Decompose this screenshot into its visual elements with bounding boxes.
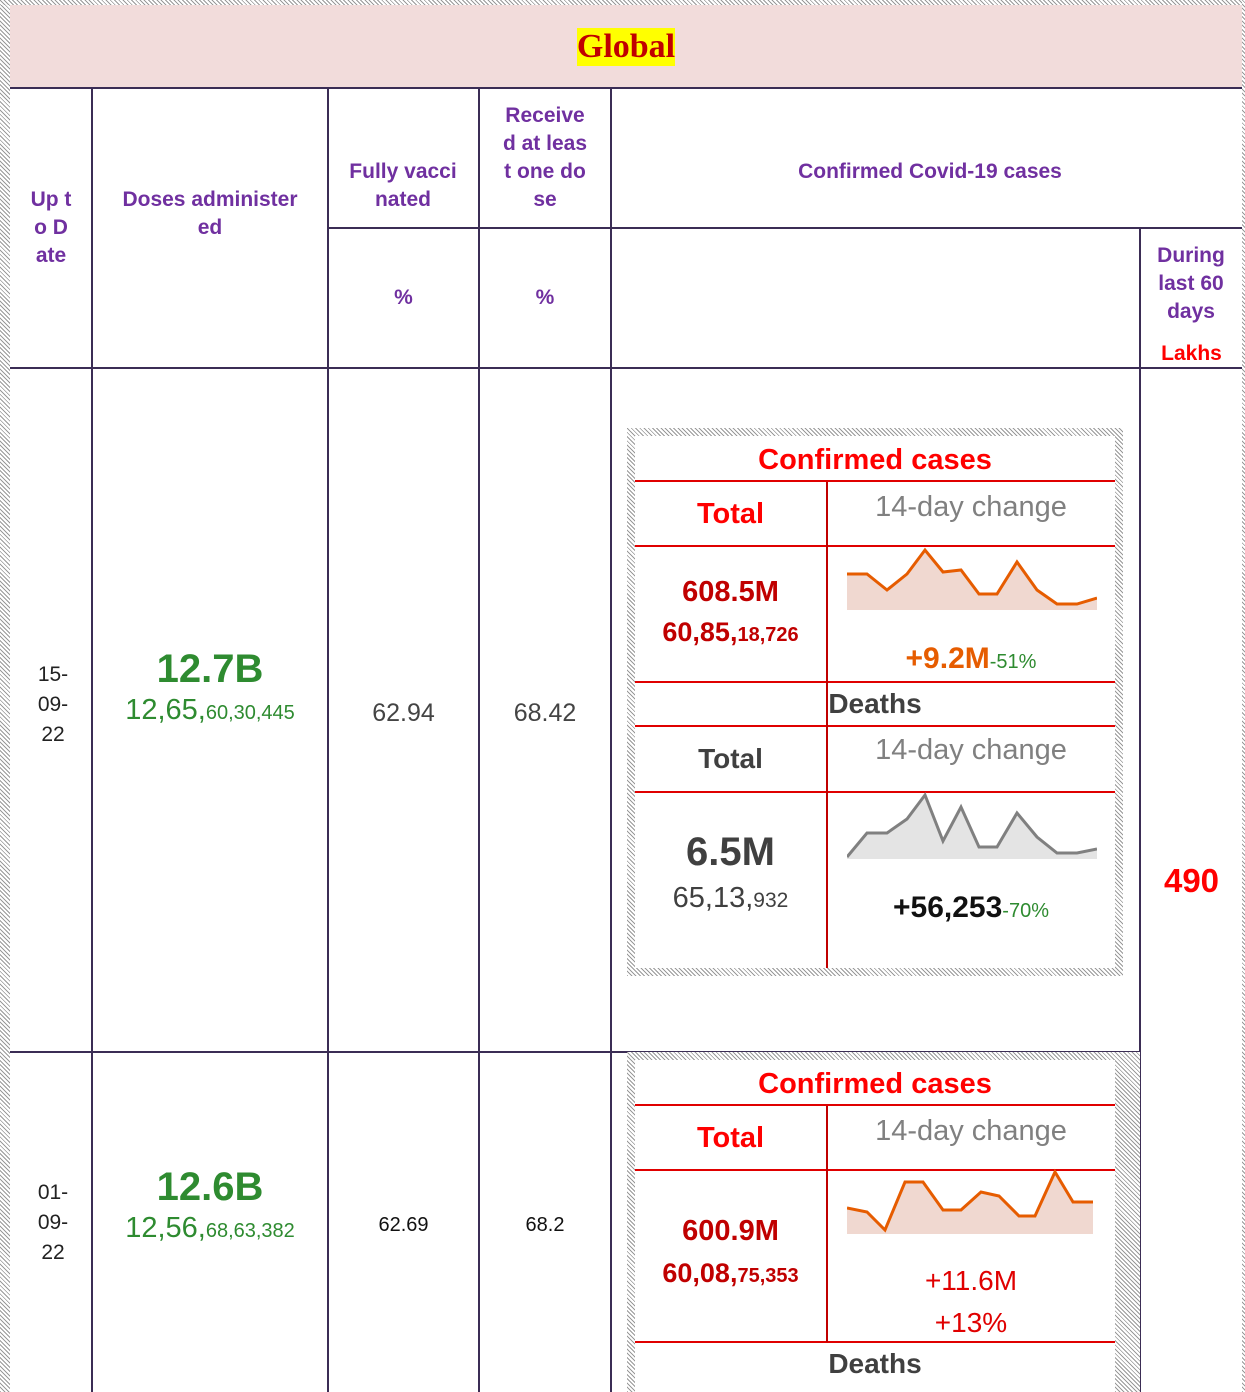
sparkline [847,791,1097,859]
change-pct: +13% [934,1307,1008,1338]
rule [635,1169,1115,1171]
total-part: 75,353 [737,1265,799,1287]
header-received: Received at least one dose [502,104,588,211]
frame [0,0,1245,5]
total-label: Total [696,1121,765,1154]
header-doses: Doses administered [122,188,298,239]
deaths-heading: Deaths [828,688,922,719]
rule [635,1341,1115,1343]
change: +56,253 [893,891,1003,924]
rule [1139,228,1141,1392]
cases-heading: Confirmed cases [758,1067,992,1100]
rule [328,227,1242,229]
cases-change: +11.6M +13% [827,1260,1115,1344]
total-full: 60,85,18,726 [662,612,798,657]
total-part: 60,85, [662,617,738,647]
doses: 12.7B 12,65,60,30,445 [93,645,327,732]
total-part: 60,08, [662,1258,738,1288]
total-short: 6.5M [686,830,775,874]
fully: 62.94 [372,698,435,727]
doses-short: 12.7B [156,647,264,691]
doses: 12.6B 12,56,68,63,382 [93,1163,327,1250]
sparkline-line [847,1168,1093,1233]
deaths-change: +56,253-70% [827,888,1115,933]
total-full: 60,08,75,353 [662,1252,798,1299]
rule [826,1106,828,1342]
date: 15-09-22 [37,663,69,746]
header-confirmed: Confirmed Covid-19 cases [798,160,1062,183]
doses-full: 12,65,60,30,445 [125,693,295,732]
cases-total: 608.5M 60,85,18,726 [635,547,826,682]
inner-box-body: Confirmed cases Total 14-day change 608.… [635,436,1115,968]
rule [635,791,1115,793]
sparkline-area [847,795,1097,859]
doses-full: 12,56,68,63,382 [125,1211,295,1250]
sparkline [847,1168,1093,1234]
doses-part: 60,30,445 [205,702,295,724]
rule [826,482,828,968]
deaths-total: 6.5M 65,13,932 [635,826,826,923]
total-short: 600.9M [682,1215,779,1247]
change-label: 14-day change [875,733,1067,766]
received: 68.2 [525,1213,565,1236]
change-pct: -70% [1002,900,1049,922]
rule [478,88,480,1392]
header-last60: During last 60 days [1157,244,1225,323]
total-label: Total [696,497,765,530]
sparkline-line [847,791,1097,858]
header-unit: Lakhs [1161,342,1222,365]
cases-heading: Confirmed cases [758,443,992,476]
rule [635,1104,1115,1106]
total-full: 65,13,932 [673,878,789,923]
change-label: 14-day change [875,1114,1067,1147]
rule [610,88,612,1392]
rule [635,480,1115,482]
rule [635,681,1115,683]
date: 01-09-22 [37,1181,69,1264]
rule [327,88,329,1392]
rule [10,1051,1140,1053]
cases-total: 600.9M 60,08,75,353 [635,1210,826,1299]
sparkline-line [847,547,1097,606]
doses-short: 12.6B [156,1165,264,1209]
rule [10,87,1242,89]
title-bar: Global [10,5,1242,88]
rule [10,367,1242,369]
deaths-heading: Deaths [828,1348,922,1379]
doses-part: 12,56, [125,1212,206,1244]
inner-box-body: Confirmed cases Total 14-day change 600.… [635,1060,1115,1392]
sparkline [847,547,1097,610]
header-fully: Fully vaccinated [349,160,457,211]
doses-part: 12,65, [125,694,206,726]
frame [0,0,10,1392]
change-label: 14-day change [875,490,1067,523]
doses-part: 68,63,382 [205,1220,295,1242]
header-unit: % [394,286,413,309]
frame [1242,0,1245,1392]
total-part: 932 [753,889,789,912]
total-short: 608.5M [682,576,779,608]
header-unit: % [535,286,555,309]
total-label: Total [698,743,763,774]
change: +11.6M [924,1265,1018,1296]
change: +9.2M [905,642,990,675]
received: 68.42 [513,698,577,727]
header-date: Up to Date [30,188,72,267]
last60: 490 [1163,862,1220,899]
cases-change: +9.2M-51% [827,641,1115,682]
sparkline-area [847,550,1097,610]
total-part: 18,726 [737,624,799,646]
rule [91,88,93,1392]
rule [635,725,1115,727]
total-part: 65,13, [672,882,754,914]
rule [635,545,1115,547]
title: Global [576,27,676,66]
fully: 62.69 [378,1213,429,1236]
change-pct: -51% [989,651,1037,673]
